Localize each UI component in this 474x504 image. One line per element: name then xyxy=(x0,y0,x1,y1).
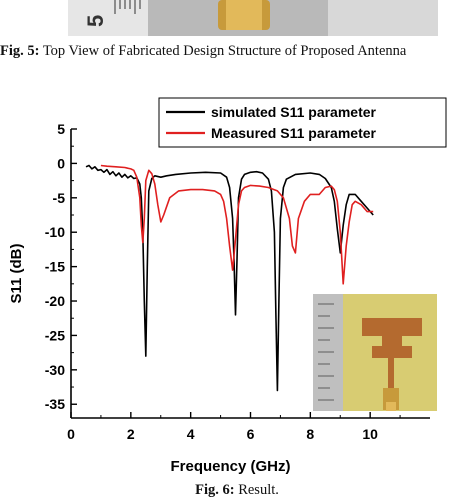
y-tick-label: -30 xyxy=(45,362,65,378)
chart-series xyxy=(85,164,374,392)
x-tick-label: 6 xyxy=(247,426,255,442)
legend-label-simulated: simulated S11 parameter xyxy=(211,104,377,120)
inset-antenna-photo xyxy=(313,294,437,411)
y-tick-label: 0 xyxy=(57,155,65,171)
y-tick-label: -20 xyxy=(45,293,65,309)
y-tick-label: -35 xyxy=(45,396,65,412)
series-line-measured xyxy=(100,164,374,285)
x-tick-label: 2 xyxy=(127,426,135,442)
ruler-digit: 5 xyxy=(83,15,108,27)
chart-axes: 0 2 4 6 8 10 5 0 -5 -10 -15 -20 -25 -30 -35 Frequency (… xyxy=(8,121,430,475)
x-tick-label: 8 xyxy=(306,426,314,442)
figure-6-text: Result. xyxy=(234,482,279,498)
antenna-photo-image: 5 xyxy=(0,0,474,36)
y-tick-label: -15 xyxy=(45,259,65,275)
figure-5-caption: Fig. 5: Top View of Fabricated Design St… xyxy=(0,43,474,60)
figure-6-caption: Fig. 6: Result. xyxy=(0,482,474,499)
x-tick-label: 10 xyxy=(362,426,378,442)
y-tick-label: -5 xyxy=(53,190,66,206)
x-tick-label: 0 xyxy=(67,426,75,442)
y-tick-label: 5 xyxy=(57,121,65,137)
figure-5-label: Fig. 5: xyxy=(0,43,40,59)
chart-legend: simulated S11 parameter Measured S11 par… xyxy=(158,97,447,148)
legend-label-measured: Measured S11 parameter xyxy=(211,125,377,141)
x-axis-title: Frequency (GHz) xyxy=(170,458,290,475)
s11-chart: 0 2 4 6 8 10 5 0 -5 -10 -15 -20 -25 -30 -35 Frequency (… xyxy=(8,97,447,475)
figure-6-label: Fig. 6: xyxy=(195,482,235,498)
fabricated-antenna-photo: 5 xyxy=(0,0,474,36)
y-tick-label: -10 xyxy=(45,224,65,240)
figure-5-text: Top View of Fabricated Design Structure … xyxy=(39,43,407,59)
series-line-simulated xyxy=(85,164,374,392)
x-tick-label: 4 xyxy=(187,426,195,442)
y-axis-title: S11 (dB) xyxy=(8,243,25,303)
y-tick-label: -25 xyxy=(45,327,65,343)
